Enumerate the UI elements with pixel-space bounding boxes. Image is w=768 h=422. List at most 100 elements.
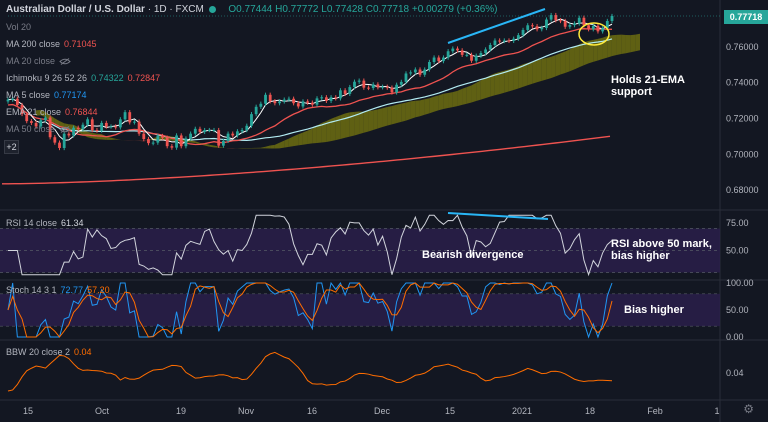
ichimoku-cloud-bullish	[574, 44, 580, 70]
hidden-eye-icon[interactable]	[59, 126, 71, 134]
ichimoku-cloud-bullish	[536, 59, 542, 83]
ichimoku-cloud-bullish	[508, 68, 514, 92]
ichimoku-cloud-bullish	[349, 111, 355, 137]
candle-body	[423, 69, 427, 75]
candle-body	[563, 20, 567, 27]
candle-body	[446, 51, 450, 58]
candle-body	[95, 130, 99, 132]
ichimoku-cloud-bullish	[307, 128, 313, 144]
candle-body	[245, 125, 249, 131]
ichimoku-cloud-bullish	[36, 109, 41, 116]
candle-body	[20, 105, 24, 114]
candle-body	[470, 54, 473, 61]
ichimoku-cloud-bullish	[419, 99, 425, 117]
ichimoku-cloud-bullish	[490, 73, 495, 97]
candle-body	[109, 126, 113, 128]
candle-body	[306, 101, 310, 103]
legend-ma50[interactable]: MA 50 close	[6, 124, 71, 135]
candle-body	[549, 15, 553, 20]
hidden-eye-icon[interactable]	[59, 58, 71, 66]
ichimoku-cloud-bullish	[316, 122, 322, 144]
ichimoku-cloud-bullish	[209, 144, 214, 148]
x-tick-label: Feb	[647, 406, 663, 416]
candle-body	[221, 140, 225, 146]
ichimoku-cloud-bullish	[504, 69, 509, 93]
ichimoku-cloud-bearish	[227, 148, 233, 149]
settings-gear-icon[interactable]: ⚙	[743, 402, 754, 416]
candle-body	[591, 25, 595, 30]
legend-rsi[interactable]: RSI 14 close 61.34	[6, 218, 84, 228]
candle-body	[11, 98, 15, 100]
ichimoku-cloud-bullish	[40, 109, 46, 118]
legend-ema21[interactable]: EMA 21 close 0.76844	[6, 107, 98, 117]
candle-body	[320, 97, 324, 99]
candle-body	[30, 121, 33, 123]
interval-label: 1D	[153, 4, 167, 15]
x-tick-label: 15	[445, 406, 455, 416]
candle-body	[554, 15, 558, 21]
ichimoku-cloud-bullish	[513, 66, 519, 91]
candle-body	[545, 19, 548, 28]
ichimoku-cloud-bullish	[635, 33, 640, 52]
candle-body	[610, 15, 614, 21]
legend-bbw[interactable]: BBW 20 close 2 0.04	[6, 347, 92, 357]
candle-body	[530, 25, 534, 27]
candle-body	[76, 127, 80, 130]
price-tick-label: 0.72000	[726, 113, 759, 123]
candle-body	[170, 146, 174, 148]
candle-body	[353, 81, 356, 88]
ichimoku-cloud-bullish	[50, 115, 55, 124]
candle-body	[100, 122, 104, 131]
legend-vol[interactable]: Vol 20	[6, 22, 32, 32]
stoch-tick-label: 100.00	[726, 278, 754, 288]
exchange-label: FXCM	[175, 4, 204, 15]
ichimoku-cloud-bullish	[429, 96, 434, 114]
candle-body	[184, 138, 188, 147]
candle-body	[287, 98, 291, 100]
ichimoku-cloud-bullish	[256, 147, 261, 149]
legend-ma5[interactable]: MA 5 close 0.77174	[6, 90, 87, 100]
chart-title: Australian Dollar / U.S. Dollar · 1D · F…	[6, 4, 498, 15]
legend-ichimoku[interactable]: Ichimoku 9 26 52 26 0.74322 0.72847	[6, 73, 161, 83]
candle-body	[315, 98, 319, 105]
ichimoku-cloud-bullish	[326, 118, 331, 143]
expand-indicators-button[interactable]: +2	[4, 140, 19, 154]
legend-ma200[interactable]: MA 200 close 0.71045	[6, 39, 97, 49]
candle-body	[310, 102, 314, 105]
ichimoku-cloud-bullish	[443, 92, 449, 109]
candle-body	[67, 133, 71, 136]
ichimoku-cloud-bullish	[354, 111, 360, 136]
candle-body	[484, 49, 487, 54]
x-tick-label: Dec	[374, 406, 391, 416]
ichimoku-cloud-bullish	[335, 115, 341, 141]
candle-body	[329, 97, 333, 101]
candle-body	[193, 128, 197, 134]
candle-body	[114, 126, 118, 128]
candle-body	[236, 131, 239, 136]
legend-ma20[interactable]: MA 20 close	[6, 56, 71, 67]
ichimoku-cloud-bullish	[494, 71, 500, 96]
candle-body	[432, 57, 436, 63]
ma5-line	[7, 18, 613, 145]
candle-body	[278, 101, 281, 104]
ohlc-values: O0.77444 H0.77772 L0.77428 C0.77718 +0.0…	[228, 4, 498, 15]
ichimoku-cloud-bullish	[373, 109, 378, 130]
candle-body	[460, 50, 464, 55]
ichimoku-cloud-bullish	[448, 92, 453, 109]
ichimoku-cloud-bullish	[405, 101, 411, 121]
candle-body	[133, 121, 136, 123]
candle-body	[175, 135, 178, 148]
legend-stoch[interactable]: Stoch 14 3 1 72.77 57.20	[6, 285, 110, 295]
candle-body	[254, 106, 258, 115]
candle-body	[474, 55, 478, 61]
candle-body	[516, 35, 520, 39]
candle-body	[348, 87, 352, 94]
candle-body	[264, 94, 267, 104]
candle-body	[123, 112, 127, 120]
candle-body	[385, 86, 389, 88]
ichimoku-cloud-bullish	[265, 145, 271, 149]
ichimoku-cloud-bullish	[96, 133, 102, 140]
candle-body	[577, 17, 581, 24]
candle-body	[362, 80, 366, 88]
